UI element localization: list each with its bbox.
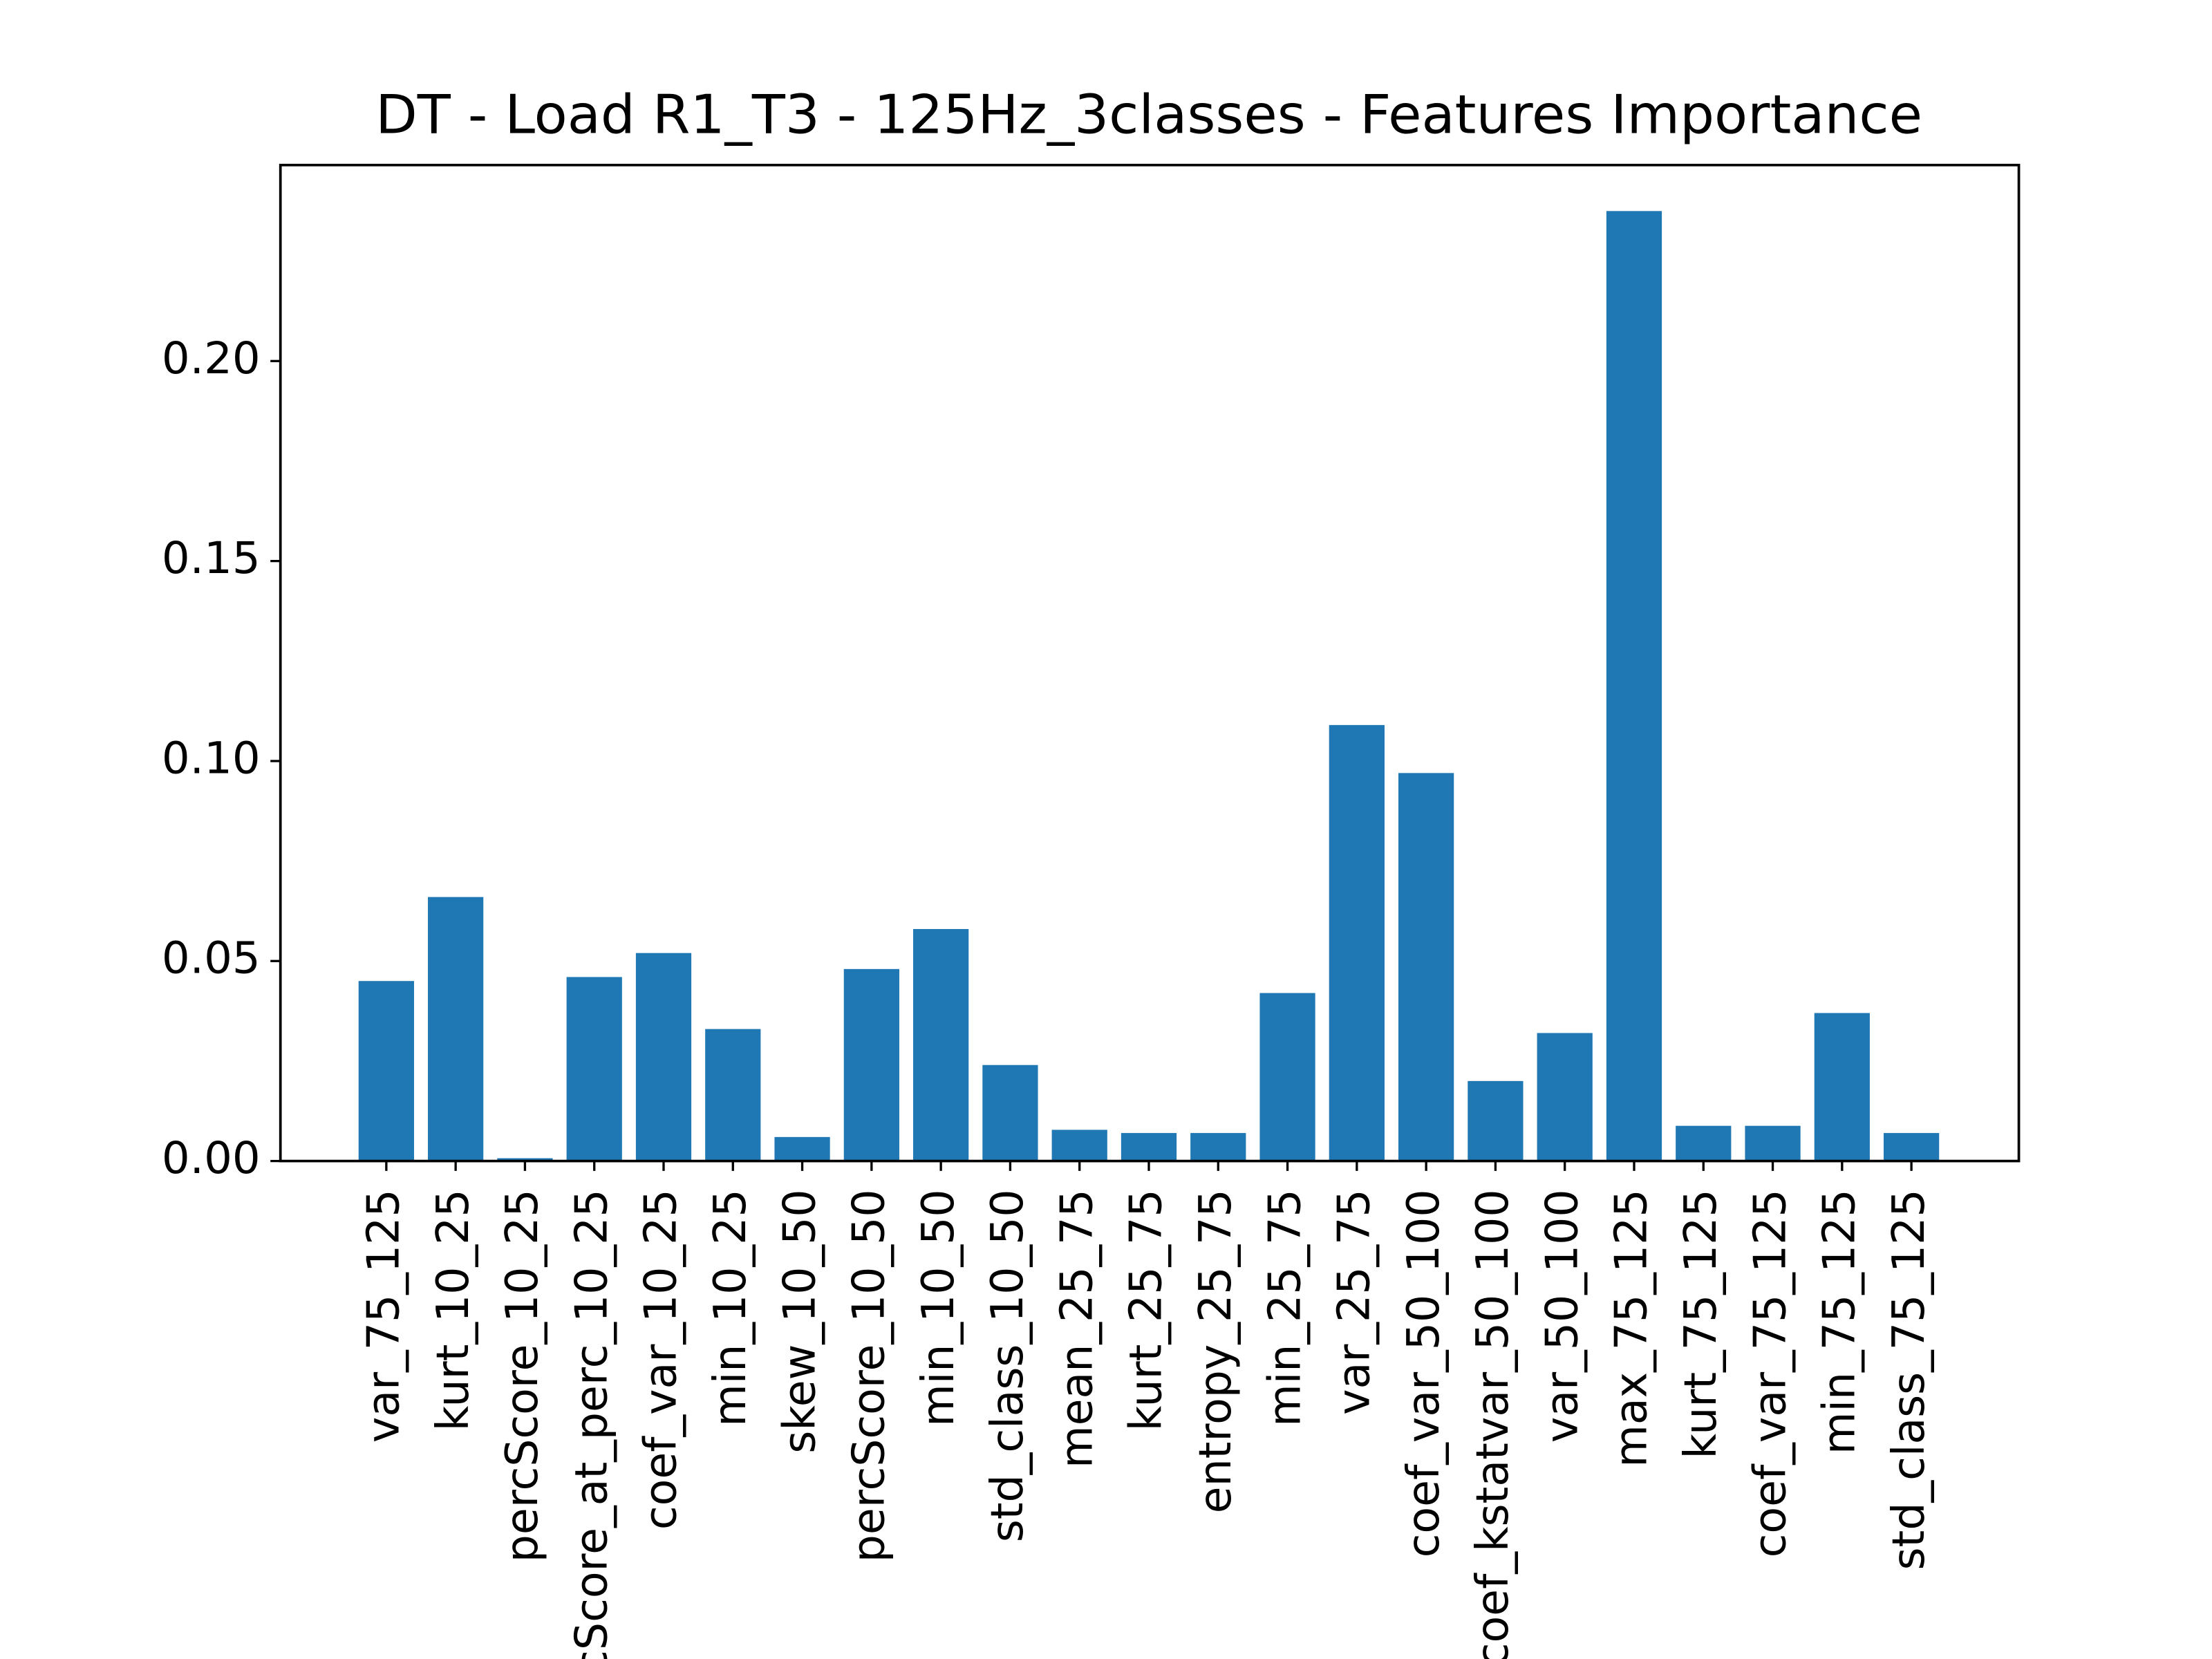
- x-tick-label: mean_25_75: [1051, 1189, 1103, 1468]
- bar: [1676, 1125, 1732, 1161]
- bar: [1121, 1133, 1177, 1161]
- bar: [1537, 1033, 1593, 1161]
- x-tick-label: min_75_125: [1814, 1189, 1866, 1454]
- x-tick-label: skew_10_50: [774, 1189, 826, 1453]
- bar: [1051, 1130, 1107, 1161]
- bar: [1745, 1125, 1801, 1161]
- y-tick-label: 0.00: [162, 1133, 261, 1183]
- x-tick-label: coef_kstatvar_50_100: [1468, 1189, 1519, 1659]
- chart-title: DT - Load R1_T3 - 125Hz_3classes - Featu…: [375, 84, 1922, 146]
- x-tick-label: coef_var_75_125: [1745, 1189, 1797, 1557]
- x-tick-label: coef_var_50_100: [1398, 1189, 1450, 1557]
- x-tick-label: kurt_10_25: [427, 1189, 479, 1431]
- bar: [1884, 1133, 1940, 1161]
- x-tick-label: coef_var_10_25: [635, 1189, 687, 1530]
- bar: [1259, 993, 1315, 1161]
- x-tick-label: min_10_50: [912, 1189, 964, 1427]
- bar: [1468, 1080, 1524, 1161]
- bar: [1329, 724, 1385, 1161]
- y-tick-label: 0.05: [162, 933, 261, 984]
- bar: [913, 928, 969, 1161]
- plot-frame: [279, 163, 2021, 1163]
- x-tick-label: entropy_25_75: [1190, 1189, 1242, 1513]
- x-tick-label: std_class_10_50: [982, 1189, 1034, 1542]
- x-tick-label: min_25_75: [1259, 1189, 1311, 1427]
- bar: [428, 897, 484, 1161]
- x-tick-label: var_50_100: [1537, 1189, 1588, 1443]
- x-tick-label: var_75_125: [358, 1189, 410, 1443]
- x-tick-label: max_75_125: [1606, 1189, 1658, 1467]
- x-tick-label: kurt_25_75: [1121, 1189, 1172, 1431]
- x-tick-label: min_10_25: [705, 1189, 757, 1427]
- bar: [358, 981, 414, 1161]
- bar: [774, 1136, 830, 1161]
- y-tick-label: 0.10: [162, 733, 261, 784]
- bar: [843, 968, 899, 1161]
- bar: [1814, 1013, 1870, 1161]
- x-tick-label: kurt_75_125: [1676, 1189, 1727, 1459]
- bar: [1606, 211, 1662, 1161]
- bar: [635, 953, 692, 1161]
- y-tick-label: 0.15: [162, 533, 261, 583]
- x-tick-label: percScore_10_50: [843, 1189, 895, 1562]
- bar: [566, 977, 622, 1161]
- x-tick-label: percScore_at_perc_10_25: [566, 1189, 618, 1659]
- x-tick-label: percScore_10_25: [497, 1189, 549, 1562]
- bar: [1190, 1133, 1246, 1161]
- x-tick-label: var_25_75: [1329, 1189, 1380, 1414]
- bar: [982, 1065, 1038, 1161]
- y-tick-label: 0.20: [162, 333, 261, 384]
- x-tick-label: std_class_75_125: [1883, 1189, 1935, 1570]
- bar: [1398, 773, 1454, 1161]
- bar: [497, 1158, 553, 1161]
- bar: [705, 1029, 761, 1161]
